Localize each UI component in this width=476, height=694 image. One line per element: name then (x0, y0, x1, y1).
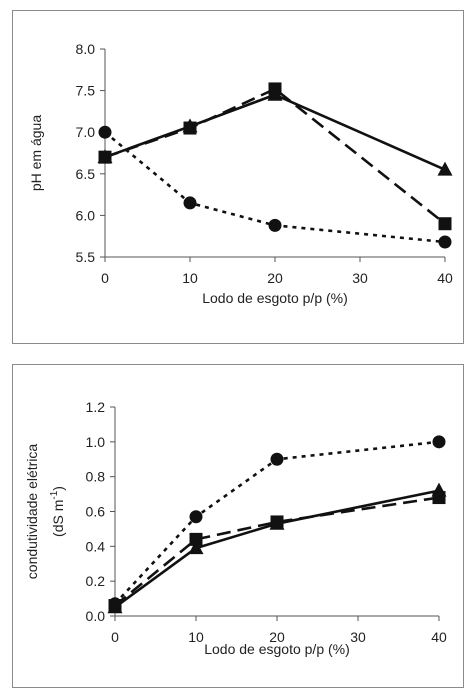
y-tick-label: 1.2 (86, 399, 106, 415)
x-tick-label: 0 (101, 270, 109, 286)
y-tick-label: 0.0 (86, 608, 106, 624)
data-point-circle (108, 597, 122, 611)
series-line-square (114, 496, 440, 607)
series-line-circle (114, 440, 440, 605)
y-axis-unit-superscript: -1 (49, 490, 60, 499)
data-point-square (98, 150, 112, 164)
data-point-square (270, 515, 284, 529)
x-tick-label: 20 (267, 270, 283, 286)
x-tick-label: 20 (269, 629, 285, 645)
x-tick-label: 10 (182, 270, 198, 286)
data-point-circle (183, 196, 197, 210)
series-line-triangle (114, 489, 440, 609)
data-point-square (438, 217, 452, 231)
y-tick-label: 5.5 (76, 249, 96, 265)
y-tick-label: 6.0 (76, 207, 96, 223)
data-point-circle (270, 452, 284, 466)
y-axis-unit-close: ) (50, 486, 66, 491)
conductivity-chart: 0.0 0.2 0.4 0.6 0.8 1.0 1.2 0 10 20 30 40 Lodo de es… (24, 399, 447, 657)
y-tick-label: 6.5 (76, 166, 96, 182)
y-axis-label: condutividade elétrica (24, 444, 40, 580)
x-tick-label: 0 (111, 629, 119, 645)
chart-panel-ph: 5.5 6.0 6.5 7.0 7.5 8.0 0 10 20 30 40 Lodo de esgot… (12, 10, 464, 344)
x-axis-label: Lodo de esgoto p/p (%) (202, 290, 348, 306)
series-line-triangle (104, 93, 446, 171)
x-tick-label: 30 (350, 629, 366, 645)
ph-chart: 5.5 6.0 6.5 7.0 7.5 8.0 0 10 20 30 40 Lodo de esgot… (28, 41, 453, 306)
x-tick-label: 10 (188, 629, 204, 645)
data-point-triangle (437, 161, 453, 176)
y-tick-label: 0.8 (86, 469, 106, 485)
y-tick-label: 7.0 (76, 124, 96, 140)
x-axis-label: Lodo de esgoto p/p (%) (204, 641, 350, 657)
data-point-circle (268, 218, 282, 232)
series-line-circle (104, 131, 446, 244)
y-axis-unit: (dS m (50, 500, 66, 537)
data-point-circle (432, 435, 446, 449)
data-point-triangle (188, 540, 204, 555)
y-axis-label: pH em água (28, 115, 44, 191)
y-tick-label: 0.2 (86, 573, 106, 589)
y-axis-unit-label: (dS m-1) (49, 486, 66, 537)
x-tick-label: 40 (437, 270, 453, 286)
data-point-square (432, 491, 446, 505)
data-point-circle (438, 235, 452, 249)
data-point-circle (189, 510, 203, 524)
y-tick-label: 7.5 (76, 83, 96, 99)
y-tick-label: 1.0 (86, 434, 106, 450)
series-line-square (104, 87, 446, 225)
y-tick-label: 0.6 (86, 504, 106, 520)
data-point-square (268, 82, 282, 96)
data-point-circle (98, 125, 112, 139)
data-point-square (189, 532, 203, 546)
x-tick-label: 40 (431, 629, 447, 645)
y-tick-label: 8.0 (76, 41, 96, 57)
y-tick-label: 0.4 (86, 538, 106, 554)
chart-panel-conductivity: 0.0 0.2 0.4 0.6 0.8 1.0 1.2 0 10 20 30 40 Lodo de es… (12, 364, 464, 688)
data-point-square (183, 121, 197, 135)
x-tick-label: 30 (352, 270, 368, 286)
